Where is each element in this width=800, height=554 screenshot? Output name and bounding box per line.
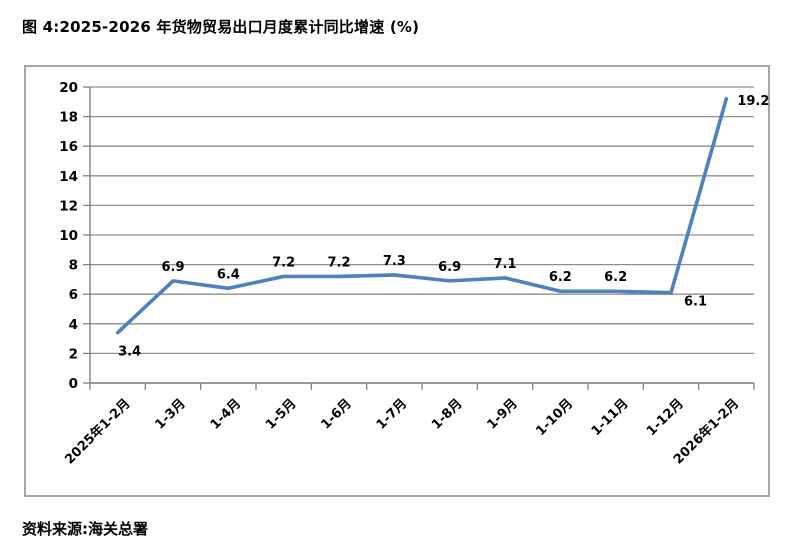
y-tick-label: 4 xyxy=(69,317,78,333)
x-tick-label: 1-9月 xyxy=(484,396,520,432)
data-label: 7.2 xyxy=(272,255,295,270)
data-label: 6.1 xyxy=(684,295,707,310)
data-label: 7.2 xyxy=(327,255,350,270)
y-tick-label: 8 xyxy=(69,258,78,274)
data-label: 7.3 xyxy=(383,254,406,269)
y-tick-label: 18 xyxy=(59,110,78,126)
chart-frame: 0 2 4 6 8 10 12 14 16 18 20 2025年1-2月 1-3月 1-4月 1-5月 1-… xyxy=(24,65,770,497)
x-tick-label: 1-5月 xyxy=(263,396,299,432)
x-tick-label: 1-12月 xyxy=(644,396,687,439)
y-tick-label: 20 xyxy=(59,80,78,96)
data-label: 6.9 xyxy=(438,260,461,275)
x-tick-label: 1-7月 xyxy=(374,396,410,432)
data-label: 6.2 xyxy=(549,270,572,285)
y-tick-label: 10 xyxy=(59,228,78,244)
y-tick-label: 14 xyxy=(59,169,78,185)
x-tick-label: 1-11月 xyxy=(589,396,632,439)
data-label: 6.9 xyxy=(161,260,184,275)
data-label: 7.1 xyxy=(493,257,516,272)
figure-title: 图 4:2025-2026 年货物贸易出口月度累计同比增速 (%) xyxy=(22,18,420,36)
data-label: 19.2 xyxy=(737,94,769,109)
y-tick-label: 6 xyxy=(69,287,78,303)
x-tick-label: 1-3月 xyxy=(152,396,188,432)
x-tick-label: 1-10月 xyxy=(533,396,576,439)
data-label: 6.4 xyxy=(217,267,240,282)
x-tick-label: 1-8月 xyxy=(429,396,465,432)
source-note: 资料来源:海关总署 xyxy=(22,520,148,538)
x-tick-label: 1-4月 xyxy=(208,396,244,432)
y-tick-label: 0 xyxy=(69,376,78,392)
y-tick-label: 12 xyxy=(59,198,78,214)
data-label: 3.4 xyxy=(118,345,141,360)
data-label: 6.2 xyxy=(604,270,627,285)
y-tick-label: 16 xyxy=(59,139,78,155)
x-tick-label: 2025年1-2月 xyxy=(62,396,134,468)
export-growth-line-chart: 0 2 4 6 8 10 12 14 16 18 20 2025年1-2月 1-3月 1-4月 1-5月 1-… xyxy=(59,80,769,468)
x-tick-label: 1-6月 xyxy=(318,396,354,432)
y-tick-label: 2 xyxy=(69,346,78,362)
series-line xyxy=(115,97,729,335)
